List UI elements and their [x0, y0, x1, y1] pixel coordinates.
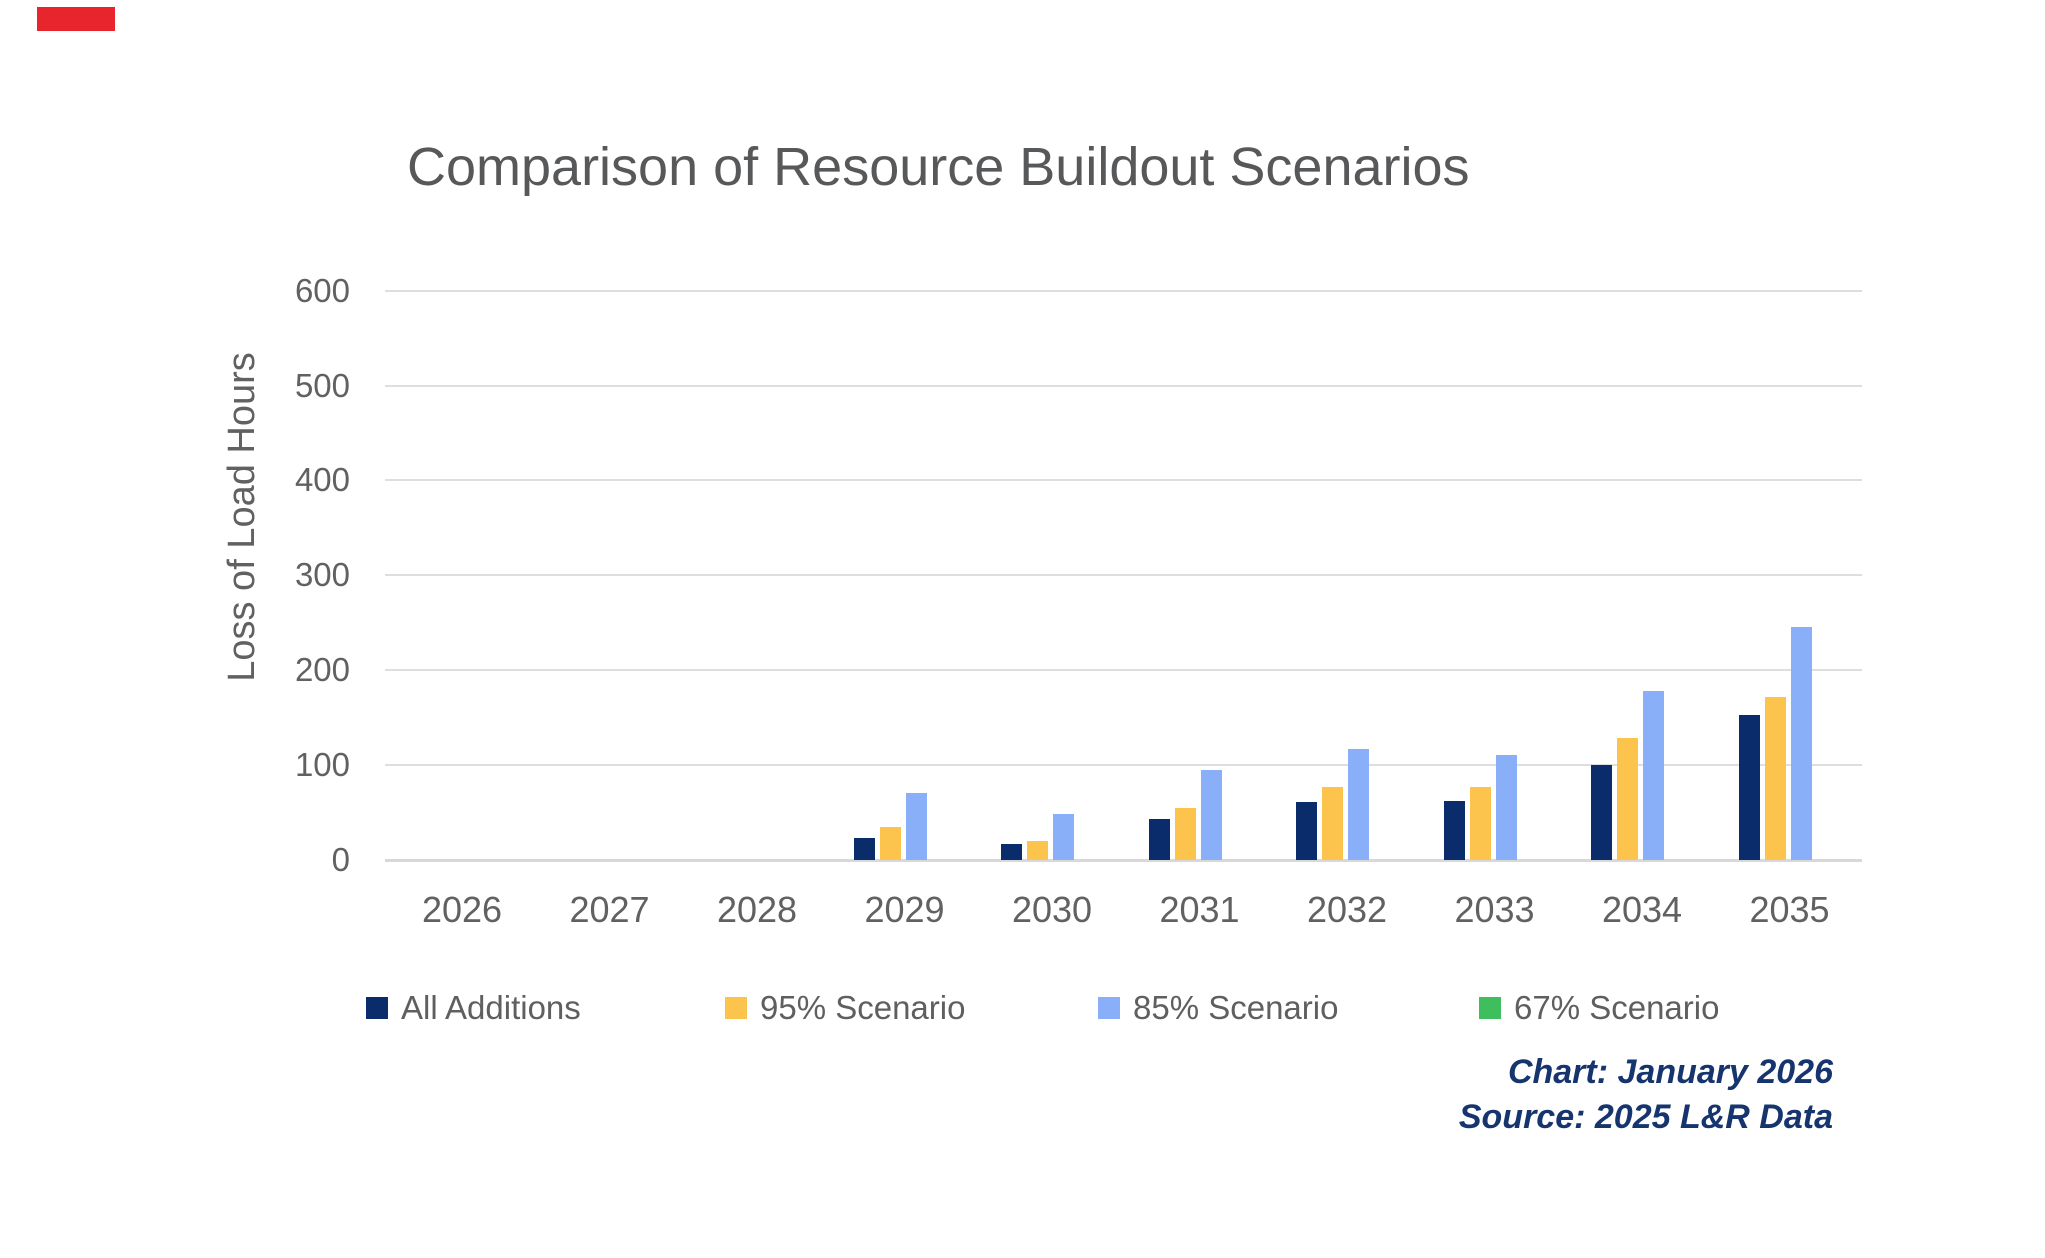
legend-swatch-67-scenario	[1479, 996, 1501, 1019]
chart-date-note: Chart: January 2026	[1507, 1053, 1833, 1091]
bar-2032-85-scenario	[1348, 749, 1369, 860]
bar-2035-95-scenario	[1764, 697, 1786, 860]
bar-2030-85-scenario	[1053, 814, 1074, 860]
x-tick-label-2032: 2032	[1306, 889, 1388, 930]
x-tick-label-2030: 2030	[1011, 889, 1093, 930]
bar-2032-95-scenario	[1322, 787, 1343, 860]
gridline-y500	[385, 384, 1862, 387]
bar-2033-85-scenario	[1495, 755, 1517, 860]
x-tick-label-2031: 2031	[1159, 889, 1240, 930]
bar-2033-95-scenario	[1469, 787, 1491, 860]
footer-notes: Chart: January 2026 Source: 2025 L&R Dat…	[933, 1050, 1833, 1140]
chart-title: Comparison of Resource Buildout Scenario…	[407, 137, 1470, 197]
bar-2030-all-additions	[1001, 844, 1022, 860]
y-tick-label: 100	[294, 746, 350, 784]
y-tick-label: 200	[294, 651, 350, 689]
bar-group-2035	[1738, 627, 1838, 860]
y-axis-title: Loss of Load Hours	[221, 352, 263, 682]
bar-2031-95-scenario	[1174, 808, 1196, 860]
bar-group-2034	[1591, 691, 1690, 860]
legend: All Additions 95% Scenario 85% Scenario …	[0, 988, 2045, 1026]
gridline-y600	[385, 289, 1862, 292]
gridline-y100	[385, 764, 1862, 767]
y-tick-label: 0	[331, 841, 350, 878]
x-tick-label-2028: 2028	[716, 889, 798, 930]
bar-2029-95-scenario	[879, 827, 901, 860]
bar-2032-all-additions	[1296, 802, 1317, 860]
legend-item-all-additions: All Additions	[366, 988, 581, 1026]
y-tick-label: 500	[294, 366, 350, 404]
gridline-y400	[385, 479, 1862, 482]
bar-2034-95-scenario	[1617, 738, 1638, 860]
bar-group-2033	[1443, 755, 1543, 860]
legend-item-95-scenario: 95% Scenario	[725, 988, 966, 1026]
bar-2035-all-additions	[1738, 715, 1760, 860]
bar-2033-all-additions	[1443, 801, 1465, 860]
gridline-y200	[385, 669, 1862, 672]
legend-swatch-95-scenario	[725, 996, 747, 1019]
bar-2034-85-scenario	[1643, 691, 1664, 860]
x-tick-label-2026: 2026	[421, 889, 503, 930]
legend-label: All Additions	[401, 988, 581, 1026]
bar-2034-all-additions	[1591, 765, 1612, 860]
bar-2029-all-additions	[853, 838, 875, 860]
gridline-y0	[385, 859, 1862, 862]
x-tick-label-2033: 2033	[1454, 889, 1535, 930]
legend-swatch-85-scenario	[1098, 996, 1120, 1019]
legend-swatch-all-additions	[366, 996, 388, 1019]
y-tick-label: 300	[294, 556, 350, 594]
bar-2035-85-scenario	[1790, 627, 1812, 860]
bar-group-2032	[1296, 749, 1395, 860]
legend-label: 95% Scenario	[760, 988, 966, 1026]
gridline-y300	[385, 574, 1862, 577]
legend-item-67-scenario: 67% Scenario	[1479, 988, 1720, 1026]
bar-2031-85-scenario	[1200, 770, 1222, 860]
legend-label: 67% Scenario	[1514, 988, 1720, 1026]
source-note: Source: 2025 L&R Data	[1458, 1098, 1833, 1136]
bar-2029-85-scenario	[905, 793, 927, 860]
x-tick-label-2029: 2029	[864, 889, 945, 930]
bar-2030-95-scenario	[1027, 841, 1048, 860]
bar-group-2029	[853, 793, 953, 860]
x-tick-label-2034: 2034	[1601, 889, 1683, 930]
publisher-logo	[37, 7, 115, 31]
x-tick-label-2035: 2035	[1749, 889, 1830, 930]
bar-2031-all-additions	[1148, 819, 1170, 860]
bar-group-2030	[1001, 814, 1100, 860]
x-tick-label-2027: 2027	[569, 889, 650, 930]
y-tick-label: 400	[294, 461, 350, 499]
y-tick-label: 600	[294, 271, 350, 309]
legend-item-85-scenario: 85% Scenario	[1098, 988, 1339, 1026]
bar-group-2031	[1148, 770, 1248, 860]
legend-label: 85% Scenario	[1133, 988, 1339, 1026]
